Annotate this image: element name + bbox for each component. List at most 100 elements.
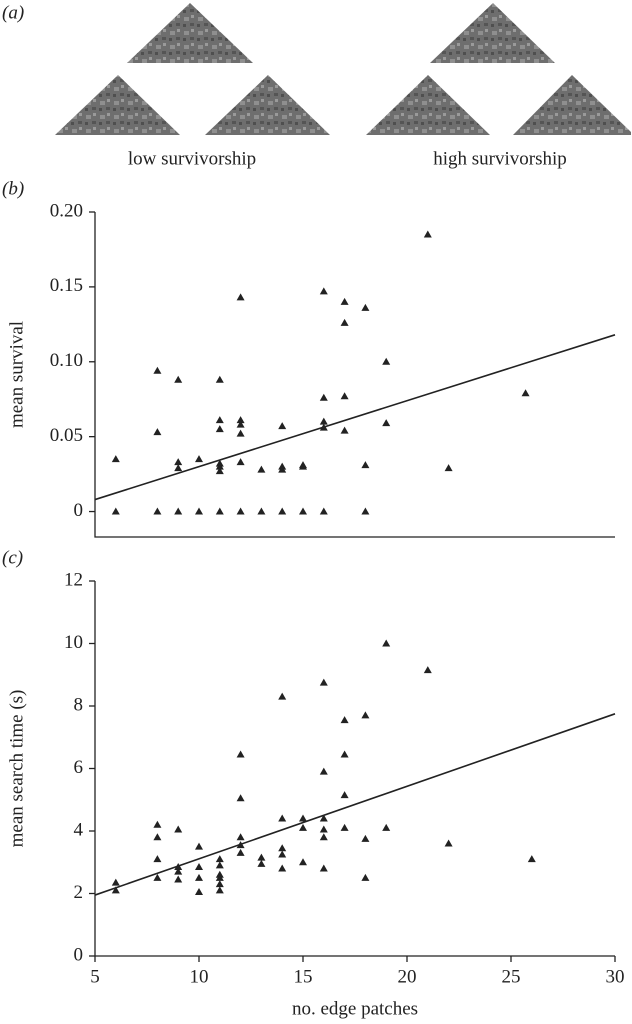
- panel-label: (c): [2, 547, 23, 568]
- point: [174, 458, 183, 466]
- point: [319, 417, 328, 425]
- point: [278, 844, 287, 852]
- point: [278, 850, 287, 858]
- point: [174, 867, 183, 875]
- point: [340, 392, 349, 400]
- x-tick-label: 30: [606, 966, 625, 987]
- point: [299, 462, 307, 470]
- point: [236, 293, 245, 301]
- y-tick-label: 4: [74, 819, 84, 840]
- point: [319, 825, 328, 833]
- point: [444, 839, 453, 847]
- point: [174, 875, 183, 883]
- point: [215, 855, 224, 863]
- point: [215, 886, 224, 894]
- x-tick-label: 25: [502, 966, 521, 987]
- point: [215, 416, 224, 424]
- point: [236, 429, 245, 437]
- point: [361, 711, 370, 719]
- point: [236, 848, 245, 856]
- point: [521, 389, 530, 397]
- point: [215, 873, 224, 881]
- point: [153, 507, 162, 515]
- point: [319, 767, 328, 775]
- point: [236, 794, 245, 802]
- x-tick-label: 20: [398, 966, 417, 987]
- point: [340, 318, 349, 326]
- point: [195, 507, 203, 515]
- point: [299, 823, 307, 831]
- point: [174, 507, 183, 515]
- point: [236, 458, 245, 466]
- point: [340, 791, 349, 799]
- y-tick-label: 2: [74, 882, 84, 903]
- point: [361, 834, 370, 842]
- point: [195, 455, 203, 463]
- point: [195, 862, 203, 870]
- point: [236, 416, 245, 424]
- point: [361, 303, 370, 311]
- stimulus: [430, 3, 555, 63]
- point: [174, 825, 183, 833]
- point: [527, 855, 536, 863]
- point: [257, 507, 266, 515]
- point: [195, 887, 203, 895]
- point: [340, 750, 349, 758]
- point: [278, 814, 287, 822]
- point: [236, 750, 245, 758]
- y-tick-label: 6: [74, 757, 84, 778]
- point: [319, 678, 328, 686]
- point: [215, 462, 224, 470]
- panel-a: (a) low survivorship high survivorship: [2, 2, 631, 169]
- axis: [94, 212, 615, 538]
- point: [340, 297, 349, 305]
- point: [382, 639, 391, 647]
- point: [111, 507, 120, 515]
- point: [423, 230, 432, 238]
- point: [319, 393, 328, 401]
- point: [215, 507, 224, 515]
- point: [278, 507, 287, 515]
- point: [153, 428, 162, 436]
- y-tick-label: 0: [74, 944, 84, 965]
- point: [195, 842, 203, 850]
- y-tick-label: 8: [74, 694, 84, 715]
- point: [382, 357, 391, 365]
- panel-label: (a): [2, 2, 24, 23]
- point: [361, 507, 370, 515]
- caption: low survivorship: [128, 148, 256, 169]
- y-tick-label: 0.20: [50, 200, 83, 221]
- y-axis-label: mean survival: [6, 321, 27, 428]
- axis: [94, 581, 615, 957]
- point: [236, 507, 245, 515]
- point: [319, 507, 328, 515]
- point: [215, 425, 224, 433]
- point: [111, 886, 120, 894]
- point: [382, 419, 391, 427]
- point: [195, 873, 203, 881]
- point: [174, 464, 183, 472]
- y-tick-label: 0.10: [50, 350, 83, 371]
- x-tick-label: 10: [190, 966, 209, 987]
- trend-line: [94, 334, 616, 501]
- point: [153, 366, 162, 374]
- point: [153, 855, 162, 863]
- x-axis-label: no. edge patches: [292, 998, 418, 1019]
- x-tick-label: 5: [90, 966, 100, 987]
- stimulus: [127, 3, 253, 63]
- stimulus: [513, 75, 631, 135]
- point: [319, 833, 328, 841]
- point: [299, 814, 307, 822]
- point: [340, 716, 349, 724]
- point: [423, 666, 432, 674]
- y-axis-label: mean search time (s): [6, 690, 27, 848]
- point: [111, 878, 120, 886]
- y-tick-label: 10: [64, 632, 83, 653]
- point: [257, 853, 266, 861]
- point: [340, 823, 349, 831]
- stimulus: [55, 75, 180, 135]
- point: [153, 873, 162, 881]
- point: [215, 880, 224, 888]
- point: [278, 692, 287, 700]
